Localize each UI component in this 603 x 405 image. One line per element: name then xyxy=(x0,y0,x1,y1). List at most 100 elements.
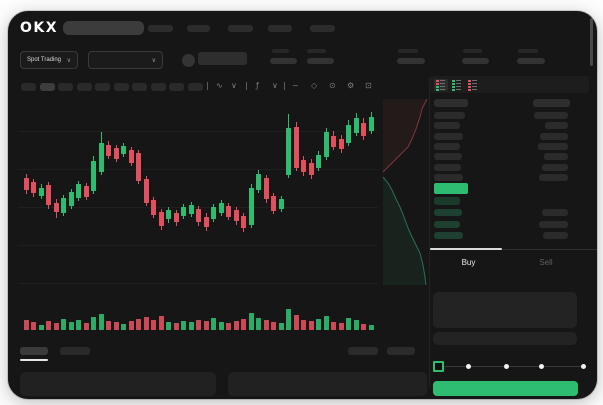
timeframe-button[interactable] xyxy=(76,83,92,91)
volume-bar xyxy=(226,323,231,330)
chevron-down-icon[interactable]: ∨ xyxy=(272,81,278,90)
timeframe-button[interactable] xyxy=(132,83,147,91)
ask-price-row[interactable] xyxy=(434,163,461,171)
volume-bar xyxy=(196,320,201,330)
ask-price-row[interactable] xyxy=(434,132,463,140)
volume-bar xyxy=(309,321,314,330)
ask-amount-cell xyxy=(538,142,568,150)
bottom-right-control[interactable] xyxy=(387,347,415,355)
volume-bar xyxy=(24,320,29,330)
slider-stop-dot[interactable] xyxy=(539,364,544,369)
search-input[interactable] xyxy=(63,21,144,35)
timeframe-button[interactable] xyxy=(21,83,36,91)
timeframe-button[interactable] xyxy=(95,83,110,91)
bottom-tab[interactable] xyxy=(60,347,90,355)
bottom-right-control[interactable] xyxy=(348,347,378,355)
candlestick xyxy=(219,203,224,213)
market-type-dropdown[interactable]: Spot Trading ∨ xyxy=(20,51,78,69)
icon-row xyxy=(436,88,446,91)
function-indicator-icon[interactable]: ƒ xyxy=(256,81,259,90)
settings-gear-icon[interactable]: ⚙ xyxy=(347,81,355,90)
ask-amount-cell xyxy=(534,112,568,119)
ask-price-row[interactable] xyxy=(434,153,462,161)
order-input-field[interactable] xyxy=(433,292,577,328)
nav-menu-item[interactable] xyxy=(228,25,253,32)
camera-icon[interactable]: ⊙ xyxy=(329,81,336,90)
depth-asks-area xyxy=(383,99,427,172)
slider-stop-dot[interactable] xyxy=(466,364,471,369)
ask-price-row[interactable] xyxy=(434,122,460,130)
ask-price-row[interactable] xyxy=(434,173,463,181)
volume-bar xyxy=(91,317,96,330)
icon-row xyxy=(452,85,462,88)
panel-divider xyxy=(429,77,430,387)
ticker-stat-label xyxy=(272,49,289,53)
icon-row xyxy=(436,79,446,82)
volume-bar xyxy=(114,322,119,330)
volume-bar xyxy=(181,321,186,330)
ask-amount-cell xyxy=(542,163,568,171)
pair-selector-dropdown[interactable]: ∨ xyxy=(88,51,163,69)
orderbook-view-split-icon[interactable] xyxy=(434,79,448,91)
ask-price-row[interactable] xyxy=(434,142,460,150)
chart-gridline xyxy=(18,245,378,246)
timeframe-button[interactable] xyxy=(39,83,55,91)
volume-bar xyxy=(324,316,329,330)
orderbook-column-header xyxy=(533,99,570,107)
candlestick xyxy=(61,198,66,213)
amount-slider-track[interactable] xyxy=(437,366,585,367)
slider-stop-dot[interactable] xyxy=(581,364,586,369)
ask-price-row[interactable] xyxy=(434,112,465,119)
pair-price-placeholder xyxy=(198,52,247,65)
tab-sell[interactable]: Sell xyxy=(539,257,553,267)
icon-row xyxy=(468,82,478,85)
tab-buy[interactable]: Buy xyxy=(461,257,476,267)
candlestick xyxy=(354,118,359,133)
candlestick xyxy=(211,207,216,219)
fullscreen-icon[interactable]: ⊡ xyxy=(365,81,372,90)
volume-bar xyxy=(361,324,366,330)
chart-gridline xyxy=(18,283,378,284)
timeframe-button[interactable] xyxy=(58,83,73,91)
orderbook-view-bids-icon[interactable] xyxy=(450,79,464,91)
eraser-icon[interactable]: ◇ xyxy=(311,81,318,90)
ask-amount-cell xyxy=(545,122,568,130)
timeframe-button[interactable] xyxy=(187,83,203,91)
ask-amount-cell xyxy=(539,173,568,181)
bid-price-row[interactable] xyxy=(434,209,462,216)
volume-bar xyxy=(69,322,74,330)
candlestick xyxy=(24,178,29,190)
timeframe-button[interactable] xyxy=(150,83,166,91)
nav-menu-item[interactable] xyxy=(187,25,210,32)
nav-menu-item[interactable] xyxy=(268,25,292,32)
bid-price-row[interactable] xyxy=(434,220,460,228)
order-input-field[interactable] xyxy=(433,332,577,345)
timeframe-button[interactable] xyxy=(169,83,184,91)
buy-submit-button[interactable] xyxy=(433,381,578,396)
ask-amount-cell xyxy=(544,153,568,161)
nav-menu-item[interactable] xyxy=(148,25,173,32)
nav-menu-item[interactable] xyxy=(310,25,335,32)
chart-gridline xyxy=(18,131,378,132)
slider-handle[interactable] xyxy=(433,361,444,372)
candlestick xyxy=(106,145,111,156)
scrollbar-thumb[interactable] xyxy=(590,18,593,66)
candlestick xyxy=(136,153,141,181)
ticker-stat-value xyxy=(270,58,297,64)
bid-price-row[interactable] xyxy=(434,232,463,240)
candlestick xyxy=(129,150,134,163)
candlestick xyxy=(361,123,366,136)
indicator-wave-icon[interactable]: ∿ xyxy=(216,81,223,90)
timeframe-button[interactable] xyxy=(113,83,129,91)
chevron-down-icon: ∨ xyxy=(151,56,156,64)
orderbook-view-asks-icon[interactable] xyxy=(466,79,480,91)
line-tool-icon[interactable]: ~ xyxy=(292,81,299,90)
candlestick xyxy=(46,185,51,205)
candlestick xyxy=(271,196,276,211)
chevron-down-icon[interactable]: ∨ xyxy=(231,81,237,90)
slider-stop-dot[interactable] xyxy=(504,364,509,369)
candlestick xyxy=(264,178,269,199)
bottom-tab[interactable] xyxy=(20,347,48,355)
bid-price-row[interactable] xyxy=(434,197,460,205)
chart-gridline xyxy=(18,169,378,170)
